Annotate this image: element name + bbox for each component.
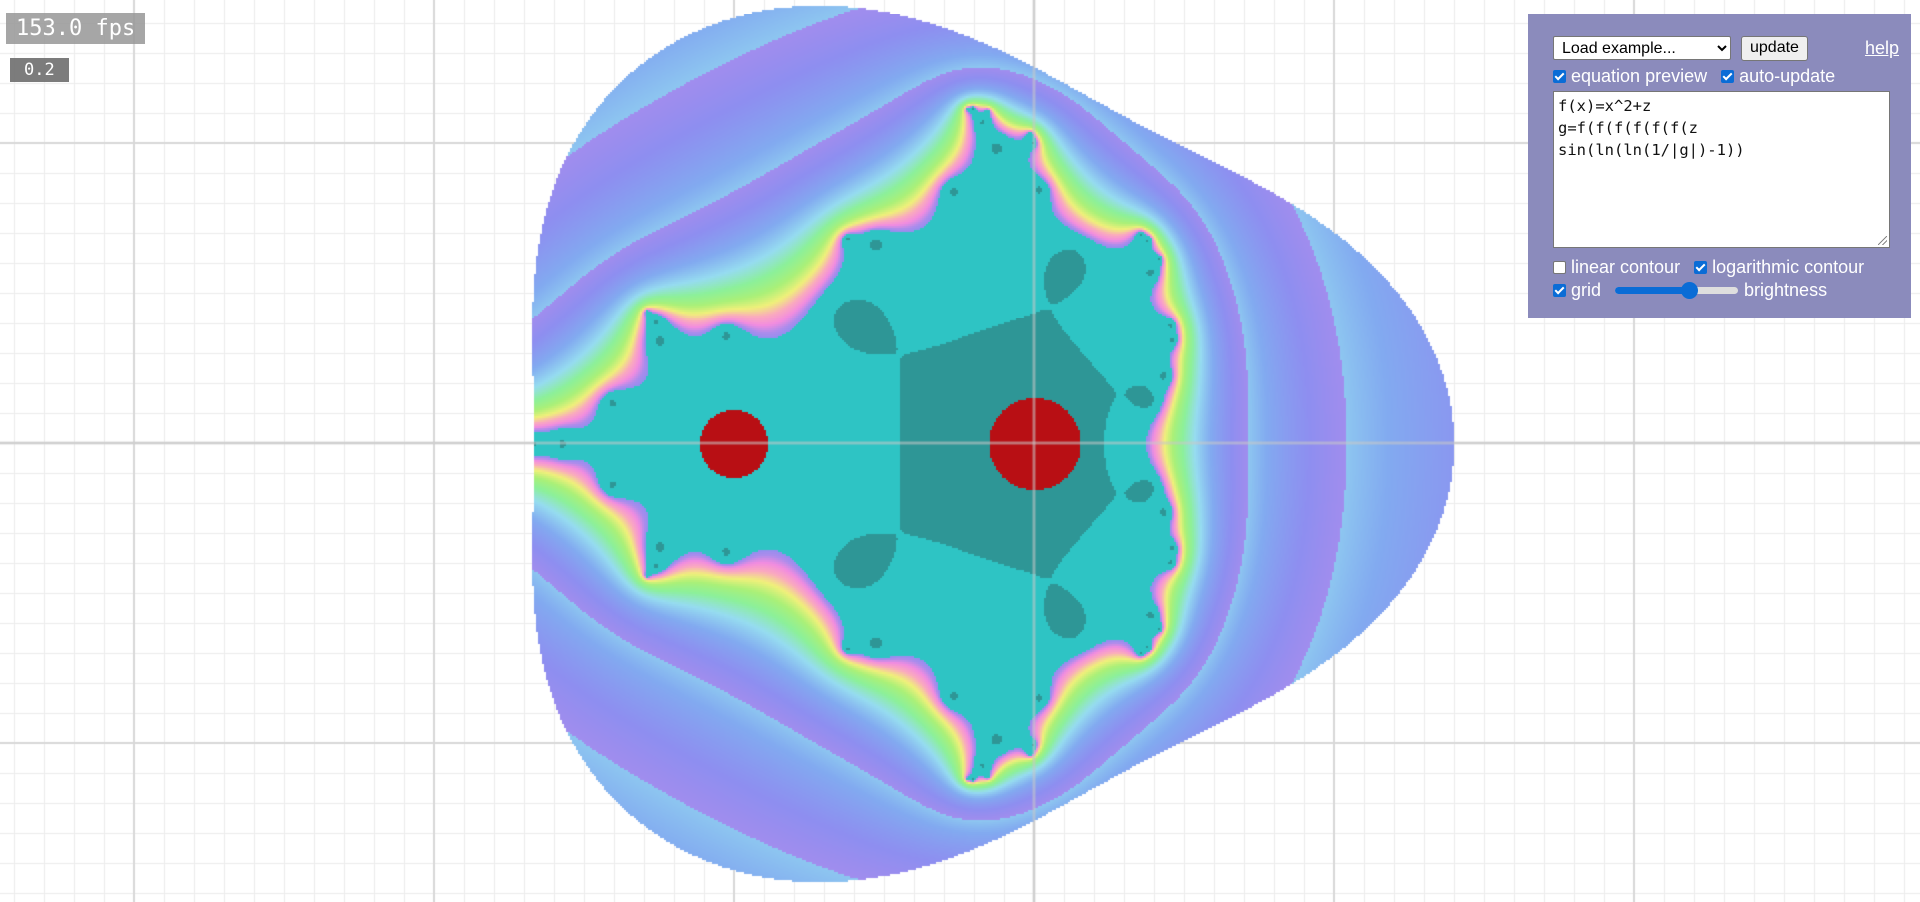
help-link[interactable]: help xyxy=(1864,37,1899,58)
logarithmic-contour-label: logarithmic contour xyxy=(1712,256,1865,277)
equation-preview-checkbox[interactable] xyxy=(1553,69,1566,83)
brightness-label: brightness xyxy=(1744,279,1828,300)
brightness-slider-fill xyxy=(1615,287,1689,294)
fps-counter: 153.0 fps xyxy=(6,13,146,44)
auto-update-checkbox[interactable] xyxy=(1721,69,1735,83)
auto-update-label: auto-update xyxy=(1739,65,1836,86)
grid-label: grid xyxy=(1571,279,1602,300)
grid-checkbox[interactable] xyxy=(1553,283,1566,297)
brightness-slider[interactable] xyxy=(1615,280,1739,300)
equation-line: sin(ln(ln(1/|g|)-1)) xyxy=(1558,141,1745,159)
example-select[interactable]: Load example... xyxy=(1553,36,1731,60)
linear-contour-label: linear contour xyxy=(1571,256,1681,277)
equation-textarea[interactable]: f(x)=x^2+z g=f(f(f(f(f(f(z sin(ln(ln(1/|g|… xyxy=(1553,91,1890,248)
control-row-grid: grid brightness xyxy=(1553,279,1911,301)
control-row-toggles: equation preview auto-update xyxy=(1553,65,1911,87)
equation-line: f(x)=x^2+z xyxy=(1558,97,1652,115)
linear-contour-checkbox[interactable] xyxy=(1553,260,1566,274)
control-row-contours: linear contour logarithmic contour xyxy=(1553,256,1911,278)
brightness-slider-thumb[interactable] xyxy=(1680,282,1698,299)
update-button[interactable]: update xyxy=(1741,35,1808,61)
logarithmic-contour-checkbox[interactable] xyxy=(1694,260,1708,274)
equation-line: g=f(f(f(f(f(f(z xyxy=(1558,119,1698,137)
resize-grip-icon[interactable] xyxy=(1878,236,1887,245)
control-row-top: Load example... update help xyxy=(1553,34,1911,62)
equation-preview-label: equation preview xyxy=(1571,65,1708,86)
control-panel: Load example... update help equation pre… xyxy=(1528,14,1911,318)
scale-readout: 0.2 xyxy=(10,58,69,82)
